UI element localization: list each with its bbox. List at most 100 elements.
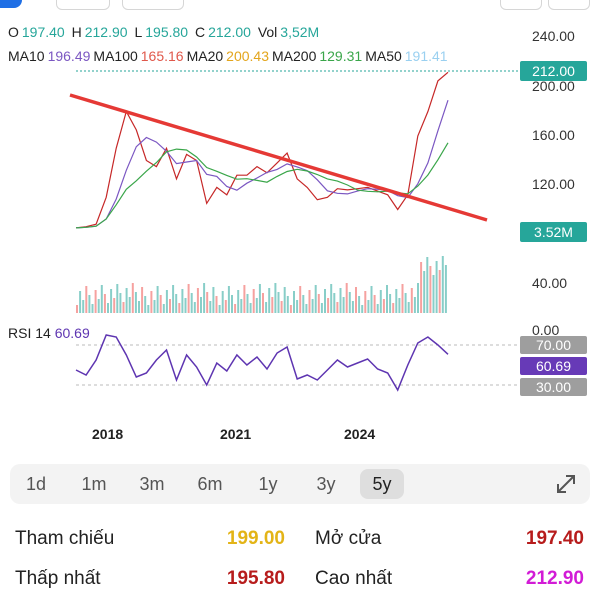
high-price-value: 212.90: [525, 568, 584, 589]
volume-bar: [147, 305, 150, 313]
timeframe-1m-button[interactable]: 1m: [81, 474, 107, 494]
open-label: O: [8, 24, 19, 40]
volume-bar: [386, 285, 388, 313]
volume-bar: [82, 300, 85, 313]
time-axis-label: 2021: [220, 426, 252, 442]
volume-bar: [265, 302, 268, 313]
open-price-label: Mở cửa: [315, 528, 382, 549]
last-price-badge: 212.00: [520, 61, 587, 81]
volume-bar: [432, 275, 435, 313]
volume-bar: [283, 287, 286, 313]
volume-bar: [317, 294, 320, 313]
high-value: 212.90: [84, 24, 128, 40]
volume-bar: [410, 288, 413, 313]
ma-label: MA50: [365, 48, 402, 64]
volume-bar: [351, 301, 354, 313]
timeframe-1d-button[interactable]: 1d: [25, 474, 47, 494]
volume-bar: [181, 289, 184, 313]
volume-bar: [215, 296, 218, 313]
moving-average-line: [75, 100, 449, 229]
volume-bar: [240, 299, 243, 313]
volume-bar: [348, 292, 351, 313]
rsi-line: [75, 334, 449, 392]
volume-bar: [429, 266, 432, 313]
volume-bar: [100, 285, 103, 313]
volume-bar: [184, 298, 187, 313]
price-tick-label: 160.00: [532, 127, 575, 143]
open-value: 197.40: [21, 24, 65, 40]
volume-bar: [221, 291, 224, 313]
open-price-value: 197.40: [525, 528, 584, 549]
volume-bar: [271, 297, 274, 313]
ma-label: MA20: [186, 48, 224, 64]
volume-bar: [159, 295, 162, 313]
toolbar-button[interactable]: [500, 0, 542, 10]
toolbar-button[interactable]: [56, 0, 110, 10]
toolbar-button[interactable]: [122, 0, 184, 10]
volume-bar: [144, 296, 147, 313]
rsi-value: 60.69: [54, 325, 90, 341]
volume-bar: [97, 299, 100, 313]
high-label: H: [71, 24, 82, 40]
close-label: C: [194, 24, 206, 40]
volume-bar: [110, 289, 113, 313]
volume-bar: [262, 293, 264, 313]
volume-bar: [206, 292, 209, 313]
timeframe-3y-button[interactable]: 3y: [316, 474, 336, 494]
timeframe-3m-button[interactable]: 3m: [139, 474, 165, 494]
volume-bar: [382, 299, 385, 313]
low-price-value: 195.80: [226, 568, 285, 589]
timeframe-6m-button[interactable]: 6m: [197, 474, 223, 494]
reference-price-value: 199.00: [226, 528, 285, 549]
volume-bar: [355, 287, 357, 313]
volume-label: Vol: [257, 24, 278, 40]
timeframe-5y-button[interactable]: 5y: [360, 469, 404, 499]
volume-bar: [165, 290, 168, 313]
moving-average-legend: MA10 196.49 MA100 165.16 MA20 200.43 MA200 129.…: [8, 48, 451, 64]
volume-bar: [200, 297, 202, 313]
volume-bar: [249, 303, 252, 313]
price-line: [75, 71, 449, 229]
volume-bar: [107, 303, 109, 313]
ma-value: 129.31: [319, 48, 363, 64]
volume-bar: [364, 291, 367, 313]
volume-bar: [116, 284, 119, 313]
volume-bar: [420, 262, 423, 313]
volume-bar: [85, 286, 88, 313]
volume-bar: [342, 297, 345, 313]
rsi-value-badge: 60.69: [520, 357, 587, 375]
volume-bar: [122, 302, 125, 313]
volume-bar: [423, 271, 426, 313]
volume-bar: [150, 291, 153, 313]
expand-arrows-icon[interactable]: [554, 472, 578, 496]
volume-bar: [398, 298, 401, 313]
moving-average-line: [75, 142, 449, 229]
volume-bar: [209, 301, 212, 313]
volume-bar: [333, 293, 336, 313]
volume-bar: [305, 304, 308, 313]
volume-bar: [258, 284, 261, 313]
volume-bar: [178, 303, 181, 313]
volume-bar: [289, 305, 292, 313]
volume-bar: [131, 283, 134, 313]
volume-bar: [413, 297, 416, 313]
volume-bar: [417, 283, 419, 313]
volume-bar: [404, 293, 407, 313]
volume-bar: [336, 302, 339, 313]
volume-bar: [376, 304, 379, 313]
volume-bar: [330, 284, 333, 313]
timeframe-1y-button[interactable]: 1y: [258, 474, 278, 494]
volume-bar: [389, 294, 392, 313]
toolbar-button[interactable]: [548, 0, 590, 10]
volume-bar: [438, 270, 441, 313]
volume-bar: [252, 289, 255, 313]
volume-bar: [246, 294, 249, 313]
volume-bar: [227, 286, 230, 313]
volume-bar: [203, 283, 206, 313]
volume-bar: [218, 305, 221, 313]
volume-bar: [314, 285, 317, 313]
stats-row: Tham chiếu 199.00 Mở cửa 197.40: [15, 528, 590, 556]
rsi-level-30-badge: 30.00: [520, 378, 587, 396]
ohlc-readout: O 197.40 H 212.90 L 195.80 C 212.00 Vol 3,52M: [8, 24, 322, 40]
